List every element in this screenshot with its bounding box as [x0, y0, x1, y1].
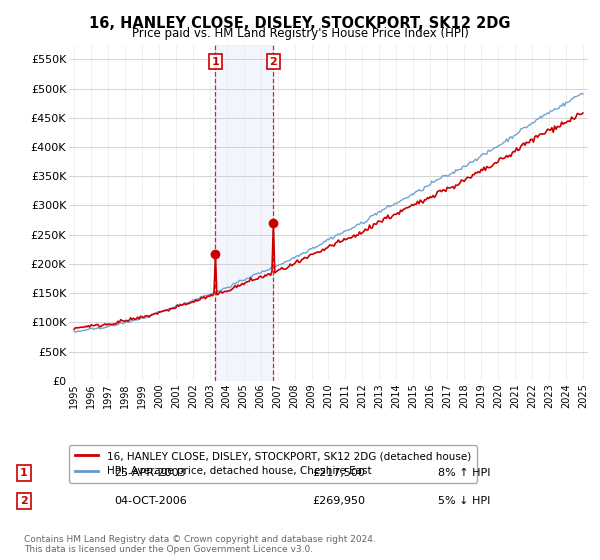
Legend: 16, HANLEY CLOSE, DISLEY, STOCKPORT, SK12 2DG (detached house), HPI: Average pri: 16, HANLEY CLOSE, DISLEY, STOCKPORT, SK1…	[69, 445, 477, 483]
Text: 8% ↑ HPI: 8% ↑ HPI	[438, 468, 491, 478]
Text: 1: 1	[20, 468, 28, 478]
Text: 25-APR-2003: 25-APR-2003	[114, 468, 185, 478]
Text: Contains HM Land Registry data © Crown copyright and database right 2024.
This d: Contains HM Land Registry data © Crown c…	[24, 535, 376, 554]
Text: 16, HANLEY CLOSE, DISLEY, STOCKPORT, SK12 2DG: 16, HANLEY CLOSE, DISLEY, STOCKPORT, SK1…	[89, 16, 511, 31]
Text: 2: 2	[20, 496, 28, 506]
Text: 04-OCT-2006: 04-OCT-2006	[114, 496, 187, 506]
Text: 5% ↓ HPI: 5% ↓ HPI	[438, 496, 490, 506]
Text: £269,950: £269,950	[312, 496, 365, 506]
Text: Price paid vs. HM Land Registry's House Price Index (HPI): Price paid vs. HM Land Registry's House …	[131, 27, 469, 40]
Text: £217,500: £217,500	[312, 468, 365, 478]
Text: 1: 1	[211, 57, 219, 67]
Text: 2: 2	[269, 57, 277, 67]
Bar	[215, 45, 274, 381]
